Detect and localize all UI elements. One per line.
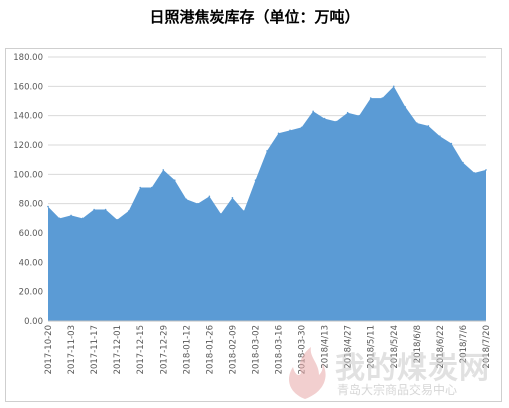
watermark: 我的煤炭网 青岛大宗商品交易中心 xyxy=(275,343,505,403)
chart-title: 日照港焦炭库存（单位：万吨） xyxy=(149,8,360,26)
data-point xyxy=(404,106,407,108)
y-tick-label: 100.00 xyxy=(13,170,43,180)
data-point xyxy=(116,219,118,221)
x-tick-label: 2018/5/24 xyxy=(390,325,400,369)
data-point xyxy=(473,172,476,174)
x-tick-label: 2017-10-20 xyxy=(44,325,54,374)
x-tick-label: 2018-01-12 xyxy=(182,325,192,374)
data-point xyxy=(127,210,130,212)
data-point xyxy=(139,186,142,189)
y-tick-label: 180.00 xyxy=(13,53,43,63)
flame-logo-icon xyxy=(289,347,326,399)
data-point xyxy=(427,125,430,127)
data-point xyxy=(450,142,453,145)
y-tick-label: 80.00 xyxy=(19,200,43,210)
data-point xyxy=(323,117,326,120)
x-tick-label: 2018-03-30 xyxy=(298,325,308,374)
data-point xyxy=(485,169,487,171)
y-tick-label: 140.00 xyxy=(13,112,43,122)
data-point xyxy=(335,120,337,123)
y-tick-label: 20.00 xyxy=(19,288,43,298)
x-tick-label: 2017-12-01 xyxy=(113,325,123,374)
data-point xyxy=(185,198,188,201)
data-point xyxy=(462,161,464,164)
data-point xyxy=(416,122,418,124)
data-point xyxy=(70,214,72,217)
data-point xyxy=(289,129,291,132)
x-tick-label: 2018/7/20 xyxy=(482,325,492,369)
y-tick-label: 120.00 xyxy=(13,141,43,151)
x-tick-label: 2018-01-26 xyxy=(205,325,215,374)
chart-border xyxy=(5,48,502,402)
x-tick-label: 2018-02-09 xyxy=(228,325,238,374)
x-tick-label: 2018-03-16 xyxy=(275,325,285,374)
data-point xyxy=(381,97,384,99)
data-point xyxy=(150,186,153,189)
data-point xyxy=(277,132,280,135)
x-tick-label: 2018/7/6 xyxy=(459,325,469,363)
watermark-sub-text: 青岛大宗商品交易中心 xyxy=(337,383,458,397)
y-tick-label: 0.00 xyxy=(24,317,43,327)
data-point xyxy=(358,114,361,117)
x-tick-label: 2017-12-29 xyxy=(159,325,169,374)
data-point xyxy=(392,85,395,88)
data-point xyxy=(439,135,441,137)
data-point xyxy=(266,150,268,152)
data-point xyxy=(173,179,176,181)
x-tick-label: 2018-03-02 xyxy=(251,325,261,374)
x-tick-label: 2018/6/22 xyxy=(436,325,446,369)
data-point xyxy=(369,97,372,99)
x-tick-label: 2018/6/8 xyxy=(413,325,423,363)
x-tick-label: 2017-11-03 xyxy=(67,325,77,374)
data-point xyxy=(93,208,95,211)
series-area xyxy=(48,86,486,321)
data-point xyxy=(208,195,211,198)
data-point xyxy=(104,208,107,211)
data-point xyxy=(243,210,245,212)
data-point xyxy=(162,169,165,171)
data-point xyxy=(58,217,61,220)
data-point xyxy=(197,202,199,205)
x-tick-label: 2017-11-17 xyxy=(90,325,100,374)
data-point xyxy=(346,111,349,114)
y-tick-label: 160.00 xyxy=(13,82,43,92)
data-point xyxy=(231,197,234,199)
x-tick-label: 2018/5/11 xyxy=(367,325,377,369)
x-tick-label: 2018/4/27 xyxy=(344,325,354,369)
x-tick-label: 2017-12-15 xyxy=(136,325,146,374)
y-tick-label: 60.00 xyxy=(19,229,43,239)
y-tick-label: 40.00 xyxy=(19,258,43,268)
data-point xyxy=(47,205,49,208)
data-point xyxy=(81,217,84,220)
watermark-main-text: 我的煤炭网 xyxy=(335,351,490,386)
x-tick-label: 2018/4/13 xyxy=(321,325,331,369)
data-point xyxy=(300,126,303,129)
data-point xyxy=(220,213,222,215)
data-point xyxy=(312,110,314,113)
data-point xyxy=(254,179,257,181)
